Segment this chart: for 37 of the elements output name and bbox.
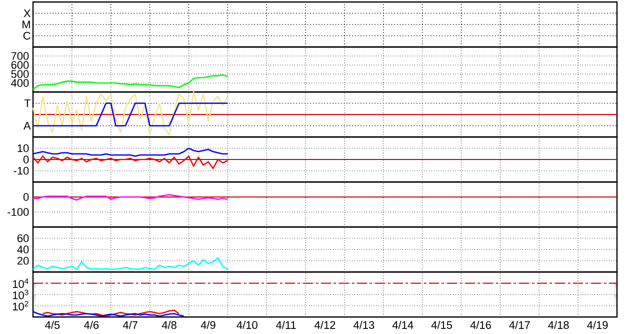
x-tick-label: 4/15: [431, 320, 452, 329]
x-tick-label: 4/7: [122, 320, 138, 329]
x-tick-label: 4/5: [45, 320, 60, 329]
x-tick-label: 4/11: [276, 320, 296, 329]
text: M: [22, 20, 30, 28]
x-tick-label: 4/19: [587, 320, 608, 329]
y-tick-label: 10$^{3}$: [12, 290, 28, 300]
y-tick-label: 40: [17, 246, 29, 254]
y-tick-label: 10$^{4}$: [12, 278, 28, 288]
y-tick-label: 600: [11, 61, 29, 69]
y-tick-label: 0: [23, 156, 29, 164]
x-tick-label: 4/6: [84, 320, 99, 329]
x-tick-label: 4/14: [392, 320, 414, 329]
x-tick-label: 4/12: [314, 320, 336, 329]
x-tick-label: 4/13: [353, 320, 374, 329]
y-tick-label: 10: [18, 144, 29, 152]
x-tick-label: 4/16: [470, 320, 491, 329]
y-tick-label: 400: [11, 79, 29, 87]
x-tick-label: 4/10: [236, 320, 258, 329]
line-series: [32, 155, 228, 170]
y-tick-label: 0: [23, 193, 29, 201]
y-tick-label: -10: [14, 166, 29, 175]
line-series: [32, 257, 228, 270]
y-tick-label: 20: [17, 256, 29, 265]
text: X: [24, 9, 31, 18]
text: T: [24, 99, 31, 108]
x-tick-label: 4/8: [162, 320, 176, 329]
text: C: [23, 32, 30, 40]
text: A: [23, 122, 31, 130]
y-tick-label: 10$^{2}$: [12, 301, 28, 310]
x-tick-label: 4/18: [548, 320, 569, 329]
y-tick-label: 700: [11, 52, 29, 60]
x-tick-label: 4/9: [200, 320, 216, 329]
y-tick-label: 500: [11, 70, 29, 78]
x-tick-label: 4/17: [509, 320, 530, 329]
y-tick-label: 60: [17, 234, 29, 242]
y-tick-label: -100: [8, 208, 29, 216]
